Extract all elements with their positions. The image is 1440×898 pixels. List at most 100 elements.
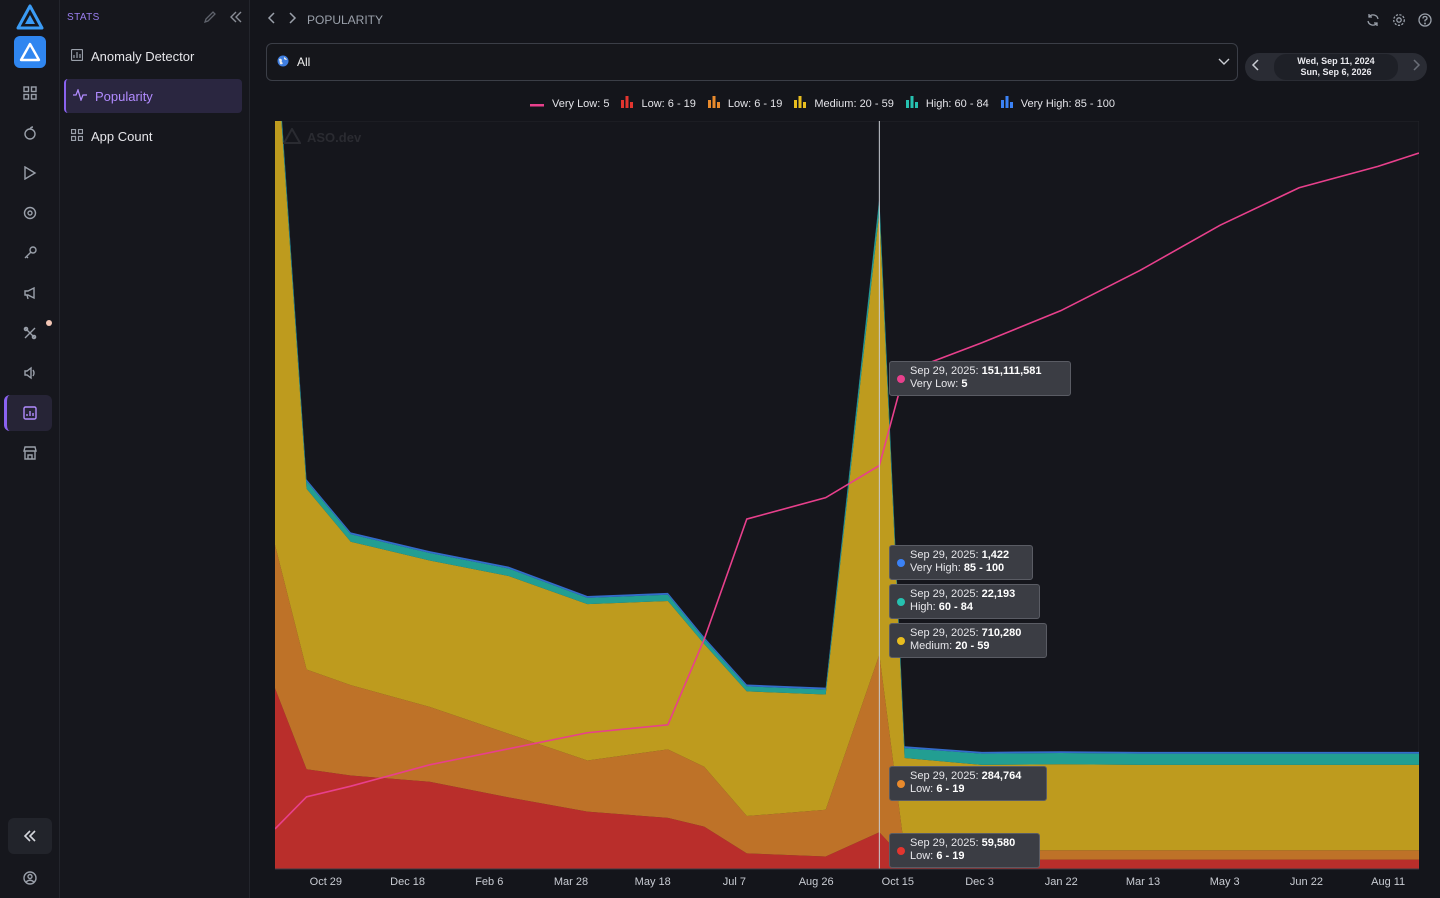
tooltip-medium: Sep 29, 2025: 710,280 Medium: 20 - 59 <box>889 623 1047 658</box>
tooltip-very-high: Sep 29, 2025: 1,422 Very High: 85 - 100 <box>889 545 1033 580</box>
legend-item[interactable]: Low: 6 - 19 <box>707 96 782 111</box>
x-tick-label: Dec 3 <box>965 876 994 888</box>
tooltip-range: 20 - 59 <box>955 640 990 652</box>
sidebar-item-popularity[interactable]: Popularity <box>64 79 242 113</box>
legend-bars-icon <box>707 96 720 111</box>
app-avatar-icon[interactable] <box>14 36 46 68</box>
x-tick-label: Aug 26 <box>799 876 834 888</box>
tooltip-marker <box>897 780 905 788</box>
x-tick-label: Jul 7 <box>723 876 746 888</box>
watermark-text: ASO.dev <box>307 130 362 145</box>
legend-label: Very High: 85 - 100 <box>1020 97 1115 110</box>
x-tick-label: Mar 13 <box>1126 876 1160 888</box>
x-tick-label: May 18 <box>635 876 671 888</box>
notification-dot <box>46 320 52 326</box>
settings-gear-icon[interactable] <box>1392 13 1406 32</box>
tooltip-value: 1,422 <box>981 549 1010 561</box>
tooltip-range: 6 - 19 <box>936 783 965 795</box>
tooltip-series: Low: <box>910 783 934 795</box>
chart-legend: Very Low: 5 Low: 6 - 19 Low: 6 - 19 Medium:… <box>530 96 1115 111</box>
stats-sidebar: STATS Anomaly Detector Popularity App Co… <box>60 0 250 898</box>
tooltip-date: Sep 29, 2025: <box>910 365 979 377</box>
tooltip-date: Sep 29, 2025: <box>910 588 979 600</box>
sidebar-tools <box>203 10 243 29</box>
legend-item[interactable]: Very Low: 5 <box>530 98 609 110</box>
sidebar-item-app-count[interactable]: App Count <box>64 119 242 153</box>
legend-item[interactable]: Medium: 20 - 59 <box>794 96 894 111</box>
legend-label: Medium: 20 - 59 <box>814 97 894 110</box>
tooltip-value: 59,580 <box>981 837 1016 849</box>
series-line <box>275 152 1419 830</box>
tooltip-low-orange: Sep 29, 2025: 284,764 Low: 6 - 19 <box>889 766 1047 801</box>
refresh-icon[interactable] <box>1366 13 1380 32</box>
chevron-down-icon <box>1217 54 1231 71</box>
legend-bars-icon <box>1000 96 1013 111</box>
x-tick-label: Jan 22 <box>1045 876 1078 888</box>
filter-value: All <box>297 55 311 69</box>
tools-icon[interactable] <box>20 323 40 343</box>
tooltip-series: High: <box>910 601 936 613</box>
tooltip-high: Sep 29, 2025: 22,193 High: 60 - 84 <box>889 584 1040 619</box>
collapse-sidebar-icon[interactable] <box>229 10 243 29</box>
tooltip-value: 151,111,581 <box>981 365 1042 377</box>
country-filter-select[interactable]: All <box>266 43 1238 81</box>
tooltip-date: Sep 29, 2025: <box>910 549 979 561</box>
tooltip-marker <box>897 375 905 383</box>
sidebar-item-label: Anomaly Detector <box>91 48 195 64</box>
legend-item[interactable]: Very High: 85 - 100 <box>1000 96 1115 111</box>
x-tick-label: Oct 15 <box>882 876 914 888</box>
chart-box-icon <box>70 48 84 64</box>
forward-arrow-icon[interactable] <box>287 12 297 27</box>
page-title: POPULARITY <box>307 12 384 27</box>
tooltip-marker <box>897 598 905 606</box>
date-next-icon[interactable] <box>1411 58 1421 76</box>
x-tick-label: Oct 29 <box>310 876 342 888</box>
apple-icon[interactable] <box>20 123 40 143</box>
x-tick-label: May 3 <box>1210 876 1240 888</box>
series-area <box>275 121 1419 851</box>
date-range-label[interactable]: Wed, Sep 11, 2024 Sun, Sep 6, 2026 <box>1274 54 1398 80</box>
popularity-chart[interactable]: Oct 29 Dec 18 Feb 6 Mar 28 May 18 Jul 7 Aug 26… <box>275 121 1419 898</box>
key-icon[interactable] <box>20 243 40 263</box>
legend-label: High: 60 - 84 <box>925 97 989 110</box>
top-bar: POPULARITY <box>250 0 1440 40</box>
sidebar-item-anomaly-detector[interactable]: Anomaly Detector <box>64 39 242 73</box>
sidebar-item-label: App Count <box>91 128 153 144</box>
store-icon[interactable] <box>20 443 40 463</box>
tooltip-series: Very Low: <box>910 378 959 390</box>
edit-pencil-icon[interactable] <box>203 10 217 29</box>
tooltip-range: 85 - 100 <box>963 562 1005 574</box>
rail-active-indicator <box>4 395 52 431</box>
x-tick-label: Aug 11 <box>1371 876 1405 888</box>
tooltip-date: Sep 29, 2025: <box>910 627 979 639</box>
globe-icon <box>277 55 289 70</box>
user-account-icon[interactable] <box>20 868 40 888</box>
help-icon[interactable] <box>1418 13 1432 32</box>
legend-bars-icon <box>621 96 634 111</box>
watermark: ASO.dev <box>282 126 362 147</box>
x-tick-label: Mar 28 <box>554 876 588 888</box>
rail-collapse-button[interactable] <box>8 818 52 854</box>
stats-icon[interactable] <box>20 403 40 423</box>
series-area <box>275 688 1419 869</box>
tooltip-value: 284,764 <box>981 770 1022 782</box>
legend-item[interactable]: Low: 6 - 19 <box>621 96 696 111</box>
legend-line-icon <box>530 98 544 110</box>
aso-logo-icon[interactable] <box>15 4 45 30</box>
tooltip-value: 710,280 <box>981 627 1022 639</box>
megaphone-icon[interactable] <box>20 283 40 303</box>
x-tick-label: Feb 6 <box>475 876 503 888</box>
legend-label: Very Low: 5 <box>552 97 610 110</box>
tooltip-range: 60 - 84 <box>938 601 973 613</box>
tooltip-date: Sep 29, 2025: <box>910 770 979 782</box>
date-range-picker[interactable]: Wed, Sep 11, 2024 Sun, Sep 6, 2026 <box>1245 53 1427 81</box>
date-prev-icon[interactable] <box>1251 58 1261 76</box>
breadcrumb: POPULARITY <box>267 12 383 27</box>
google-play-icon[interactable] <box>20 163 40 183</box>
legend-item[interactable]: High: 60 - 84 <box>905 96 989 111</box>
grid-icon <box>70 128 84 144</box>
speaker-icon[interactable] <box>20 363 40 383</box>
dashboard-icon[interactable] <box>20 83 40 103</box>
back-arrow-icon[interactable] <box>267 12 277 27</box>
eye-icon[interactable] <box>20 203 40 223</box>
